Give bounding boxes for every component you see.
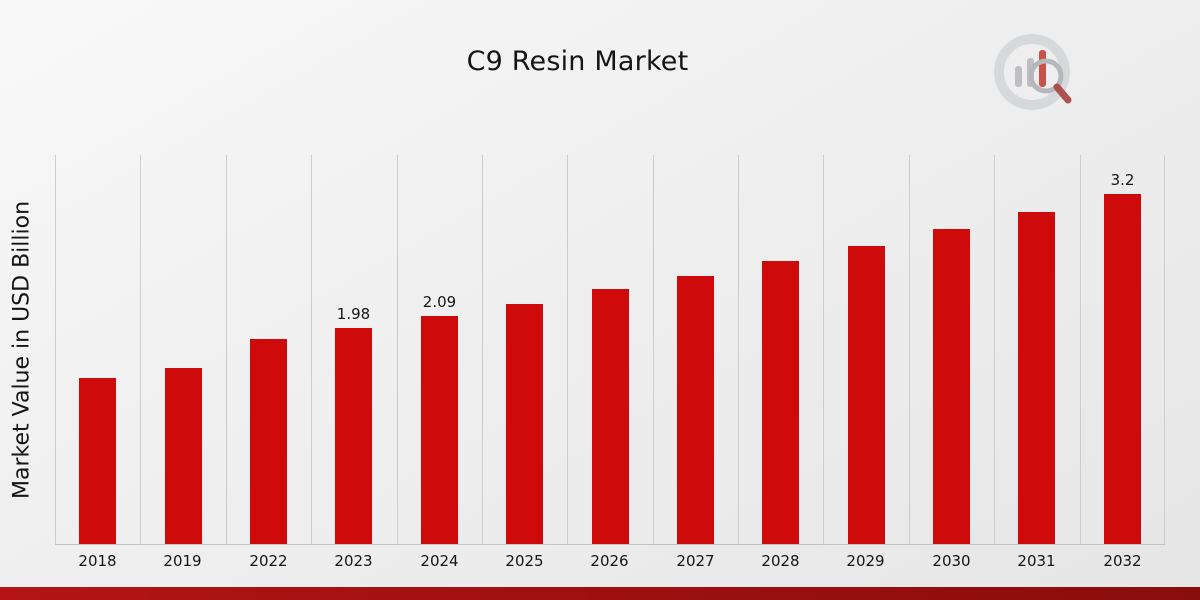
bar-value-label: 2.09	[422, 293, 457, 311]
gridline	[55, 155, 56, 544]
x-tick-label-2030: 2030	[932, 552, 971, 570]
bar-2030	[933, 229, 970, 544]
bar-2019	[165, 368, 202, 544]
gridline	[994, 155, 995, 544]
gridline	[1080, 155, 1081, 544]
bar-2031	[1018, 212, 1055, 544]
gridline	[226, 155, 227, 544]
gridline	[311, 155, 312, 544]
bar-2027	[677, 276, 714, 544]
footer-accent-bar	[0, 587, 1200, 600]
x-tick-label-2032: 2032	[1103, 552, 1142, 570]
gridline	[140, 155, 141, 544]
x-tick-label-2028: 2028	[761, 552, 800, 570]
gridline	[482, 155, 483, 544]
bar-2018	[79, 378, 116, 544]
bar-2032	[1104, 194, 1141, 544]
bar-2029	[848, 246, 885, 544]
x-tick-label-2025: 2025	[505, 552, 544, 570]
x-tick-label-2029: 2029	[846, 552, 885, 570]
gridline	[738, 155, 739, 544]
x-tick-label-2024: 2024	[420, 552, 459, 570]
x-tick-label-2031: 2031	[1017, 552, 1056, 570]
gridline	[1164, 155, 1165, 544]
gridline	[653, 155, 654, 544]
y-axis-label: Market Value in USD Billion	[9, 200, 35, 500]
x-tick-label-2019: 2019	[163, 552, 202, 570]
x-axis: 2018 2019 2022 2023 2024 2025 2026 2027 2028 2029…	[55, 552, 1165, 574]
x-tick-label-2023: 2023	[334, 552, 373, 570]
x-tick-label-2027: 2027	[676, 552, 715, 570]
bar-2024	[421, 316, 458, 544]
gridline	[567, 155, 568, 544]
gridline	[397, 155, 398, 544]
bar-2025	[506, 304, 543, 544]
gridline	[909, 155, 910, 544]
company-logo-icon	[988, 26, 1080, 118]
bar-value-label: 3.2	[1110, 171, 1135, 189]
x-tick-label-2022: 2022	[249, 552, 288, 570]
bar-2023	[335, 328, 372, 544]
x-tick-label-2026: 2026	[590, 552, 629, 570]
logo-svg	[994, 34, 1072, 110]
plot-area: 1.98 2.09 3.2	[55, 155, 1165, 545]
bar-2026	[592, 289, 629, 544]
x-tick-label-2018: 2018	[78, 552, 117, 570]
bar-2022	[250, 339, 287, 544]
bar-2028	[762, 261, 799, 544]
bar-value-label: 1.98	[336, 305, 371, 323]
chart-title: C9 Resin Market	[466, 46, 689, 77]
gridline	[823, 155, 824, 544]
